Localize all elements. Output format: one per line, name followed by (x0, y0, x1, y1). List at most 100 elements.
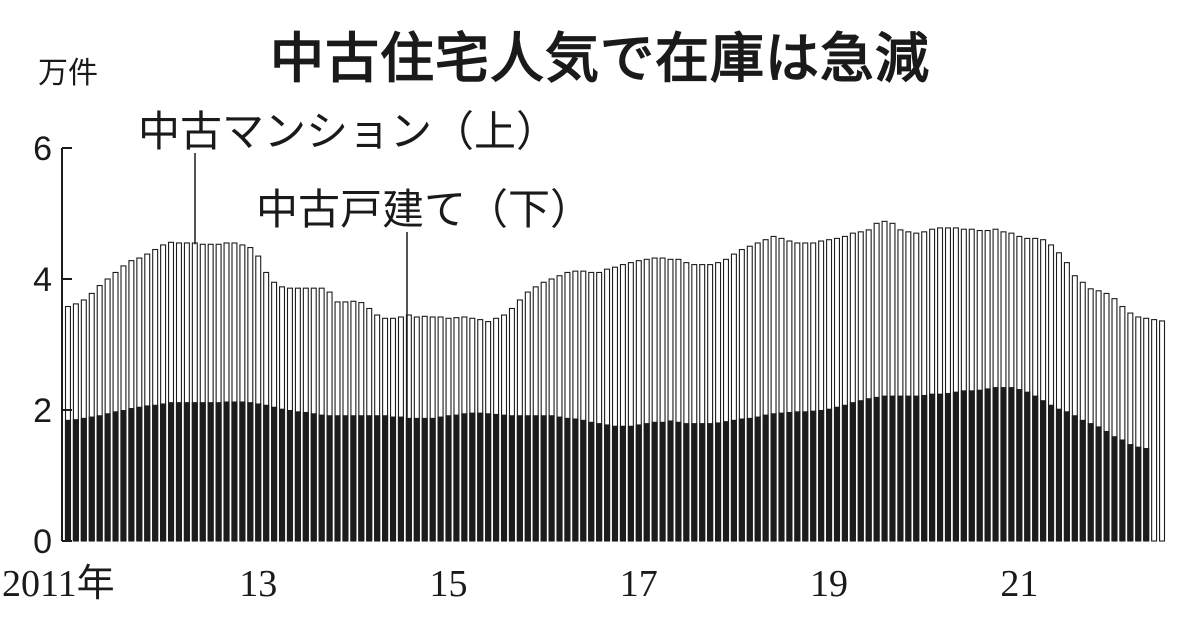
x-tick-label-2: 15 (430, 563, 468, 605)
bar-lower-112 (952, 391, 959, 541)
bar-lower-43 (405, 417, 412, 541)
bar-lower-71 (627, 425, 634, 541)
bar-lower-115 (976, 389, 983, 541)
bar-lower-90 (778, 412, 785, 541)
bar-lower-32 (318, 414, 325, 541)
bar-lower-81 (707, 423, 714, 541)
bar-lower-30 (302, 411, 309, 541)
bar-lower-60 (540, 415, 547, 541)
x-tick-label-4: 19 (810, 563, 848, 605)
bar-lower-56 (508, 415, 515, 541)
bar-lower-109 (929, 393, 936, 542)
bar-lower-84 (730, 419, 737, 541)
bar-lower-18 (207, 402, 214, 541)
bar-lower-48 (445, 415, 452, 541)
bar-lower-53 (485, 413, 492, 541)
bar-lower-111 (944, 392, 952, 541)
bar-lower-28 (286, 410, 294, 541)
bar-lower-62 (556, 416, 563, 541)
bar-lower-135 (1135, 446, 1142, 541)
bar-lower-23 (247, 402, 254, 541)
bar-lower-12 (160, 403, 167, 541)
bar-lower-92 (794, 411, 801, 541)
bar-lower-16 (191, 402, 198, 541)
bar-lower-34 (334, 415, 341, 541)
bar-lower-49 (453, 414, 460, 541)
bar-lower-1 (72, 419, 79, 541)
bar-lower-61 (548, 415, 555, 541)
bar-lower-77 (675, 421, 682, 541)
bar-lower-52 (477, 412, 484, 541)
bar-lower-119 (1008, 387, 1015, 541)
bar-lower-27 (278, 408, 286, 541)
bar-lower-55 (500, 414, 508, 541)
bar-lower-29 (294, 411, 301, 541)
bar-lower-95 (818, 410, 825, 541)
y-tick-label-1: 2 (33, 392, 52, 430)
bar-lower-82 (715, 422, 722, 541)
bar-lower-40 (382, 415, 389, 541)
bar-lower-98 (841, 404, 848, 541)
bar-lower-78 (683, 423, 690, 541)
bar-upper-126 (1063, 262, 1070, 542)
bar-lower-42 (397, 416, 404, 541)
bar-lower-134 (1127, 444, 1134, 541)
bar-lower-127 (1071, 415, 1078, 541)
bar-upper-71 (627, 262, 634, 542)
bar-lower-8 (128, 408, 135, 541)
bar-lower-101 (865, 398, 872, 541)
bar-lower-24 (255, 403, 262, 541)
bar-lower-93 (802, 411, 809, 541)
bar-lower-69 (611, 425, 619, 541)
bar-lower-59 (532, 415, 539, 541)
bar-upper-78 (683, 262, 690, 542)
bar-lower-64 (572, 418, 579, 541)
chart-title: 中古住宅人気で在庫は急減 (270, 27, 930, 90)
x-tick-label-3: 17 (620, 563, 658, 605)
bar-lower-22 (239, 401, 246, 541)
bar-lower-89 (770, 413, 777, 541)
bar-lower-74 (651, 421, 658, 541)
bar-lower-72 (635, 424, 642, 541)
bar-lower-104 (889, 395, 896, 541)
bar-lower-75 (659, 421, 666, 541)
bar-lower-70 (619, 425, 626, 541)
bar-lower-107 (913, 395, 920, 541)
bar-lower-7 (120, 410, 127, 541)
bar-lower-39 (374, 415, 381, 541)
bar-lower-123 (1040, 400, 1047, 541)
y-tick-label-2: 4 (33, 261, 52, 299)
bar-lower-4 (96, 415, 103, 541)
legend-label-used-condominiums: 中古マンション（上） (138, 107, 559, 156)
bar-lower-126 (1063, 411, 1070, 541)
y-tick-label-3: 6 (33, 130, 52, 168)
bar-lower-76 (667, 420, 674, 541)
bar-lower-10 (144, 405, 151, 541)
bar-lower-124 (1047, 404, 1055, 541)
bar-upper-137 (1151, 319, 1158, 542)
bar-lower-31 (310, 413, 317, 541)
bar-lower-36 (350, 415, 357, 541)
bar-lower-0 (64, 419, 72, 541)
bar-lower-86 (746, 417, 753, 541)
bar-lower-58 (524, 415, 531, 541)
bar-lower-100 (857, 400, 864, 541)
bar-lower-46 (429, 417, 436, 541)
bar-lower-131 (1103, 430, 1110, 541)
y-axis-unit: 万件 (38, 56, 98, 91)
bar-lower-88 (762, 414, 769, 541)
bar-lower-121 (1024, 391, 1031, 541)
bar-lower-47 (437, 416, 444, 541)
bar-lower-41 (389, 416, 397, 541)
bar-lower-97 (833, 406, 841, 541)
bar-lower-33 (326, 415, 333, 541)
bar-lower-114 (968, 390, 975, 541)
bar-lower-116 (984, 388, 991, 541)
bar-lower-85 (738, 418, 745, 541)
bar-lower-94 (810, 410, 817, 541)
x-tick-label-1: 13 (239, 563, 277, 605)
y-tick-label-0: 0 (33, 523, 52, 561)
bar-lower-13 (167, 402, 175, 541)
